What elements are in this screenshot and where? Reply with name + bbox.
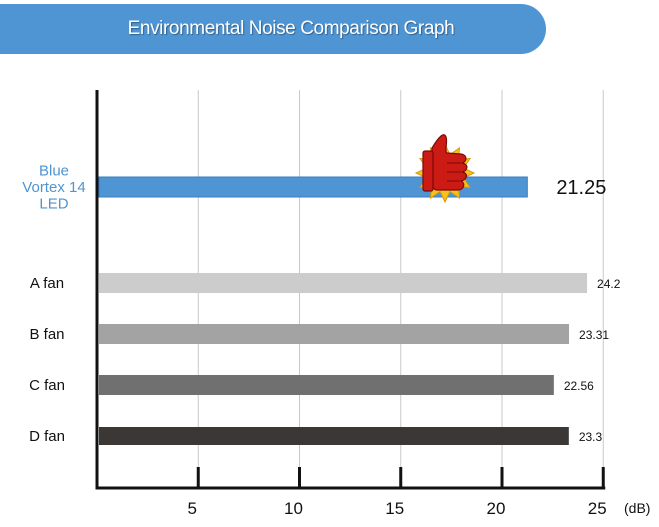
value-label: 24.2 bbox=[597, 277, 621, 291]
value-label: 22.56 bbox=[564, 379, 594, 393]
category-label: D fan bbox=[29, 428, 65, 445]
tick-labels: 5 10 15 20 25 (dB) bbox=[188, 499, 651, 518]
x-tick-label: 15 bbox=[385, 499, 404, 518]
axes bbox=[95, 90, 606, 490]
category-label: Blue bbox=[39, 163, 69, 180]
bar bbox=[99, 375, 554, 395]
x-tick-label: 20 bbox=[487, 499, 506, 518]
thumb-cuff bbox=[422, 150, 434, 192]
category-label: B fan bbox=[29, 326, 64, 343]
thumbs-up-icon bbox=[414, 134, 476, 204]
bar bbox=[99, 324, 570, 344]
category-label: LED bbox=[39, 196, 68, 213]
bar bbox=[99, 427, 569, 445]
thumb-hand bbox=[431, 134, 468, 191]
x-tick-label: 5 bbox=[188, 499, 197, 518]
value-label: 23.3 bbox=[579, 430, 603, 444]
category-label: Vortex 14 bbox=[22, 179, 85, 196]
x-axis-label: (dB) bbox=[624, 500, 650, 516]
x-tick-label: 10 bbox=[284, 499, 303, 518]
title-banner: Environmental Noise Comparison Graph bbox=[0, 4, 546, 54]
bars bbox=[98, 176, 588, 445]
value-label: 23.31 bbox=[579, 328, 609, 342]
chart-title: Environmental Noise Comparison Graph bbox=[127, 18, 455, 39]
x-tick-label: 25 bbox=[588, 499, 607, 518]
category-label: A fan bbox=[30, 275, 64, 292]
thumb-finger-lines bbox=[447, 162, 461, 182]
value-label: 21.25 bbox=[556, 177, 606, 199]
bar bbox=[99, 273, 588, 293]
bar bbox=[98, 176, 528, 198]
category-label: C fan bbox=[29, 377, 65, 394]
value-labels: 21.25 24.2 23.31 22.56 23.3 bbox=[556, 177, 620, 444]
